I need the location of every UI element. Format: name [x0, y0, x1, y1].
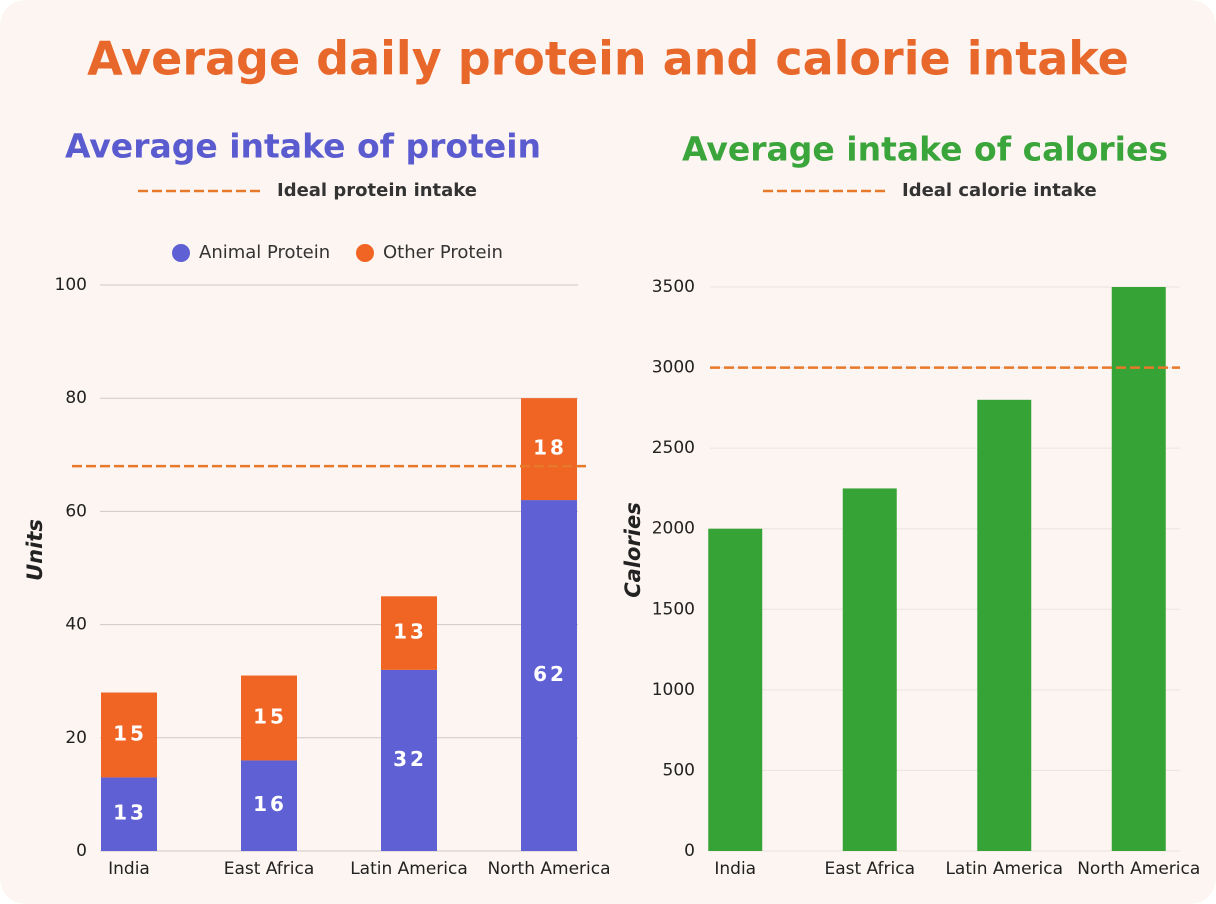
bar-segment	[241, 760, 297, 851]
bar	[977, 399, 1032, 851]
x-tick-label: North America	[1077, 859, 1200, 879]
x-tick-label: North America	[487, 859, 610, 879]
data-label: 62	[533, 662, 567, 686]
data-label: 13	[113, 801, 147, 825]
x-tick-label: India	[108, 859, 150, 879]
bar	[1111, 287, 1166, 851]
legend-marker	[356, 244, 374, 262]
chart-title: Average intake of calories	[682, 130, 1168, 169]
legend-marker	[172, 244, 190, 262]
y-tick-label: 3500	[652, 277, 695, 297]
x-tick-label: Latin America	[945, 859, 1063, 879]
y-tick-label: 0	[684, 841, 695, 861]
bar-segment	[381, 669, 437, 851]
data-label: 15	[253, 704, 287, 728]
bar-segment	[101, 692, 157, 778]
y-tick-label: 100	[55, 275, 87, 295]
y-tick-label: 2000	[652, 519, 695, 539]
y-tick-label: 40	[65, 615, 87, 635]
data-label: 18	[533, 436, 567, 460]
data-label: 16	[253, 792, 287, 816]
x-tick-label: India	[714, 859, 756, 879]
data-label: 32	[393, 747, 427, 771]
x-tick-label: Latin America	[350, 859, 468, 879]
x-tick-label: East Africa	[224, 859, 315, 879]
bar	[842, 488, 897, 851]
bar	[708, 528, 763, 851]
y-tick-label: 0	[76, 841, 87, 861]
bar-segment	[521, 398, 577, 501]
y-tick-label: 60	[65, 501, 87, 521]
y-axis-title: Calories	[621, 502, 645, 598]
y-tick-label: 2500	[652, 438, 695, 458]
bar-segment	[241, 675, 297, 761]
y-tick-label: 3000	[652, 358, 695, 378]
bar-segment	[521, 500, 577, 851]
data-label: 13	[393, 620, 427, 644]
bar-segment	[381, 596, 437, 670]
reference-legend-label: Ideal protein intake	[277, 180, 477, 201]
y-axis-title: Units	[23, 519, 47, 581]
page-title: Average daily protein and calorie intake	[87, 32, 1129, 86]
y-tick-label: 1500	[652, 599, 695, 619]
x-tick-label: East Africa	[824, 859, 915, 879]
y-tick-label: 20	[65, 728, 87, 748]
bar-segment	[101, 777, 157, 851]
y-tick-label: 1000	[652, 680, 695, 700]
legend-label: Animal Protein	[199, 242, 330, 263]
legend-label: Other Protein	[383, 242, 503, 263]
y-tick-label: 80	[65, 388, 87, 408]
reference-legend-label: Ideal calorie intake	[902, 180, 1097, 201]
chart-title: Average intake of protein	[65, 127, 541, 166]
data-label: 15	[113, 721, 147, 745]
y-tick-label: 500	[663, 760, 695, 780]
